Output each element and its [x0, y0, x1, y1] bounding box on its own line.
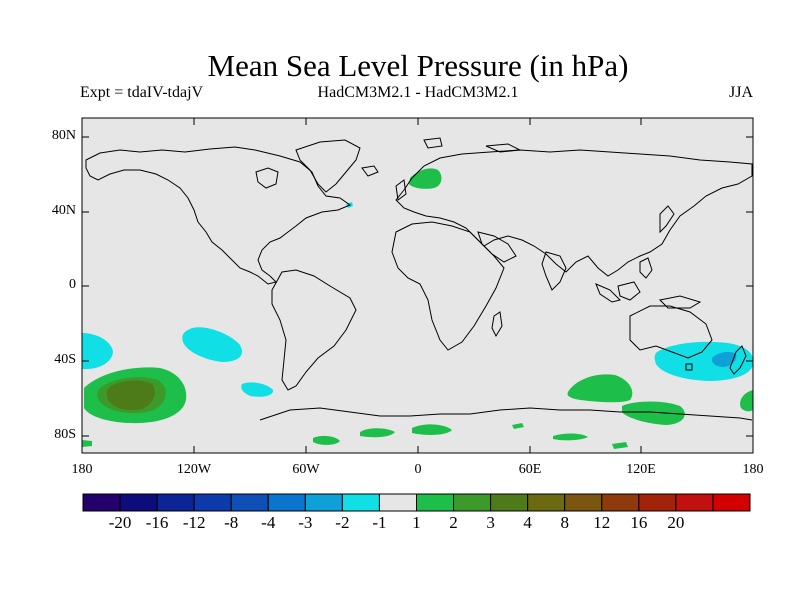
anomaly-green-antarctic-4	[512, 423, 524, 429]
lon-tick-label: 180	[742, 462, 764, 477]
colorbar-swatch	[193, 493, 232, 512]
colorbar-label: -8	[224, 513, 239, 532]
australia-outline	[629, 305, 713, 359]
colorbar-swatch	[712, 493, 751, 512]
colorbar-label: 16	[630, 513, 648, 532]
philippines-outline	[639, 257, 653, 279]
tasmania-outline	[685, 363, 693, 371]
colorbar-swatch	[564, 493, 603, 512]
colorbar-swatch	[82, 493, 121, 512]
colorbar-label: 3	[486, 513, 495, 532]
uk-outline	[395, 179, 407, 201]
north-america-outline	[85, 146, 352, 285]
lon-tick-label: 120W	[176, 462, 212, 477]
colorbar-label: 8	[560, 513, 569, 532]
sumatra-outline	[595, 283, 621, 303]
anomaly-green-antarctic-5	[553, 433, 588, 441]
svalbard-outline	[423, 137, 443, 149]
colorbar-swatch	[156, 493, 195, 512]
japan-outline	[659, 205, 675, 234]
colorbar-label: -2	[335, 513, 350, 532]
map-title: Mean Sea Level Pressure (in hPa)	[207, 48, 629, 83]
lon-tick-label: 60E	[518, 462, 542, 477]
colorbar-label: 4	[523, 513, 532, 532]
model-label: HadCM3M2.1 - HadCM3M2.1	[317, 84, 519, 101]
colorbar-label: 20	[667, 513, 685, 532]
anomaly-olive-pacific	[106, 380, 155, 411]
india-outline	[541, 251, 567, 291]
arctic-islands-outline	[485, 143, 522, 153]
south-america-outline	[271, 269, 357, 391]
colorbar-label: -1	[372, 513, 387, 532]
new-guinea-outline	[658, 295, 702, 309]
colorbar-label: 2	[449, 513, 458, 532]
experiment-label: Expt = tdaIV-tdajV	[80, 84, 204, 101]
antarctica-outline	[259, 407, 753, 421]
anomaly-green-antarctic-6	[612, 442, 628, 449]
anomaly-green-antarctic-7	[82, 440, 92, 447]
colorbar-label: -3	[298, 513, 313, 532]
coastlines	[85, 137, 753, 421]
anomaly-fields	[82, 168, 754, 449]
borneo-outline	[617, 281, 641, 301]
lat-tick-label: 40S	[54, 352, 76, 367]
anomaly-green-antarctic-2	[360, 428, 395, 438]
new-zealand-outline	[729, 345, 747, 375]
lon-tick-label: 120E	[626, 462, 656, 477]
lon-tick-label: 0	[414, 462, 422, 477]
anomaly-green-antarctic-3	[412, 424, 452, 435]
arabia-outline	[477, 231, 517, 263]
colorbar-swatch	[638, 493, 677, 512]
colorbar-swatch	[453, 493, 492, 512]
lat-tick-label: 0	[69, 277, 76, 292]
anomaly-blue-nz	[711, 351, 737, 367]
colorbar-label: 12	[593, 513, 611, 532]
colorbar-label: -12	[182, 513, 206, 532]
colorbar-swatch	[341, 493, 380, 512]
colorbar-swatch	[601, 493, 640, 512]
greenland-outline	[295, 139, 361, 193]
colorbar-label: -4	[261, 513, 276, 532]
anomaly-cyan-tasman	[654, 341, 754, 381]
colorbar-swatch	[416, 493, 455, 512]
iceland-outline	[361, 165, 379, 177]
lon-tick-label: 180	[71, 462, 93, 477]
colorbar-swatch	[119, 493, 158, 512]
anomaly-cyan-se-pacific	[182, 327, 242, 362]
anomaly-green-indian	[567, 374, 633, 403]
colorbar-label: -20	[108, 513, 132, 532]
axis-ticks	[82, 118, 753, 453]
anomaly-green-east-edge	[740, 390, 753, 412]
anomaly-cyan-west-edge	[82, 333, 113, 370]
africa-outline	[391, 221, 505, 351]
lat-tick-label: 40N	[51, 203, 76, 218]
colorbar-label: -16	[145, 513, 169, 532]
colorbar-swatch	[675, 493, 714, 512]
colorbar-swatch	[490, 493, 529, 512]
hudson-bay-outline	[255, 167, 279, 189]
lat-tick-label: 80S	[54, 427, 76, 442]
colorbar-swatch	[527, 493, 566, 512]
colorbar-label: 1	[412, 513, 421, 532]
anomaly-green-antarctic-1	[313, 435, 340, 445]
colorbar-swatch	[267, 493, 306, 512]
lon-tick-label: 60W	[292, 462, 320, 477]
lat-tick-label: 80N	[51, 128, 76, 143]
colorbar-swatch	[230, 493, 269, 512]
colorbar-swatch	[304, 493, 343, 512]
season-label: JJA	[729, 84, 754, 101]
madagascar-outline	[491, 311, 503, 338]
anomaly-green-southern	[622, 401, 685, 425]
anomaly-cyan-drake	[241, 382, 274, 397]
colorbar-swatch	[378, 493, 418, 512]
